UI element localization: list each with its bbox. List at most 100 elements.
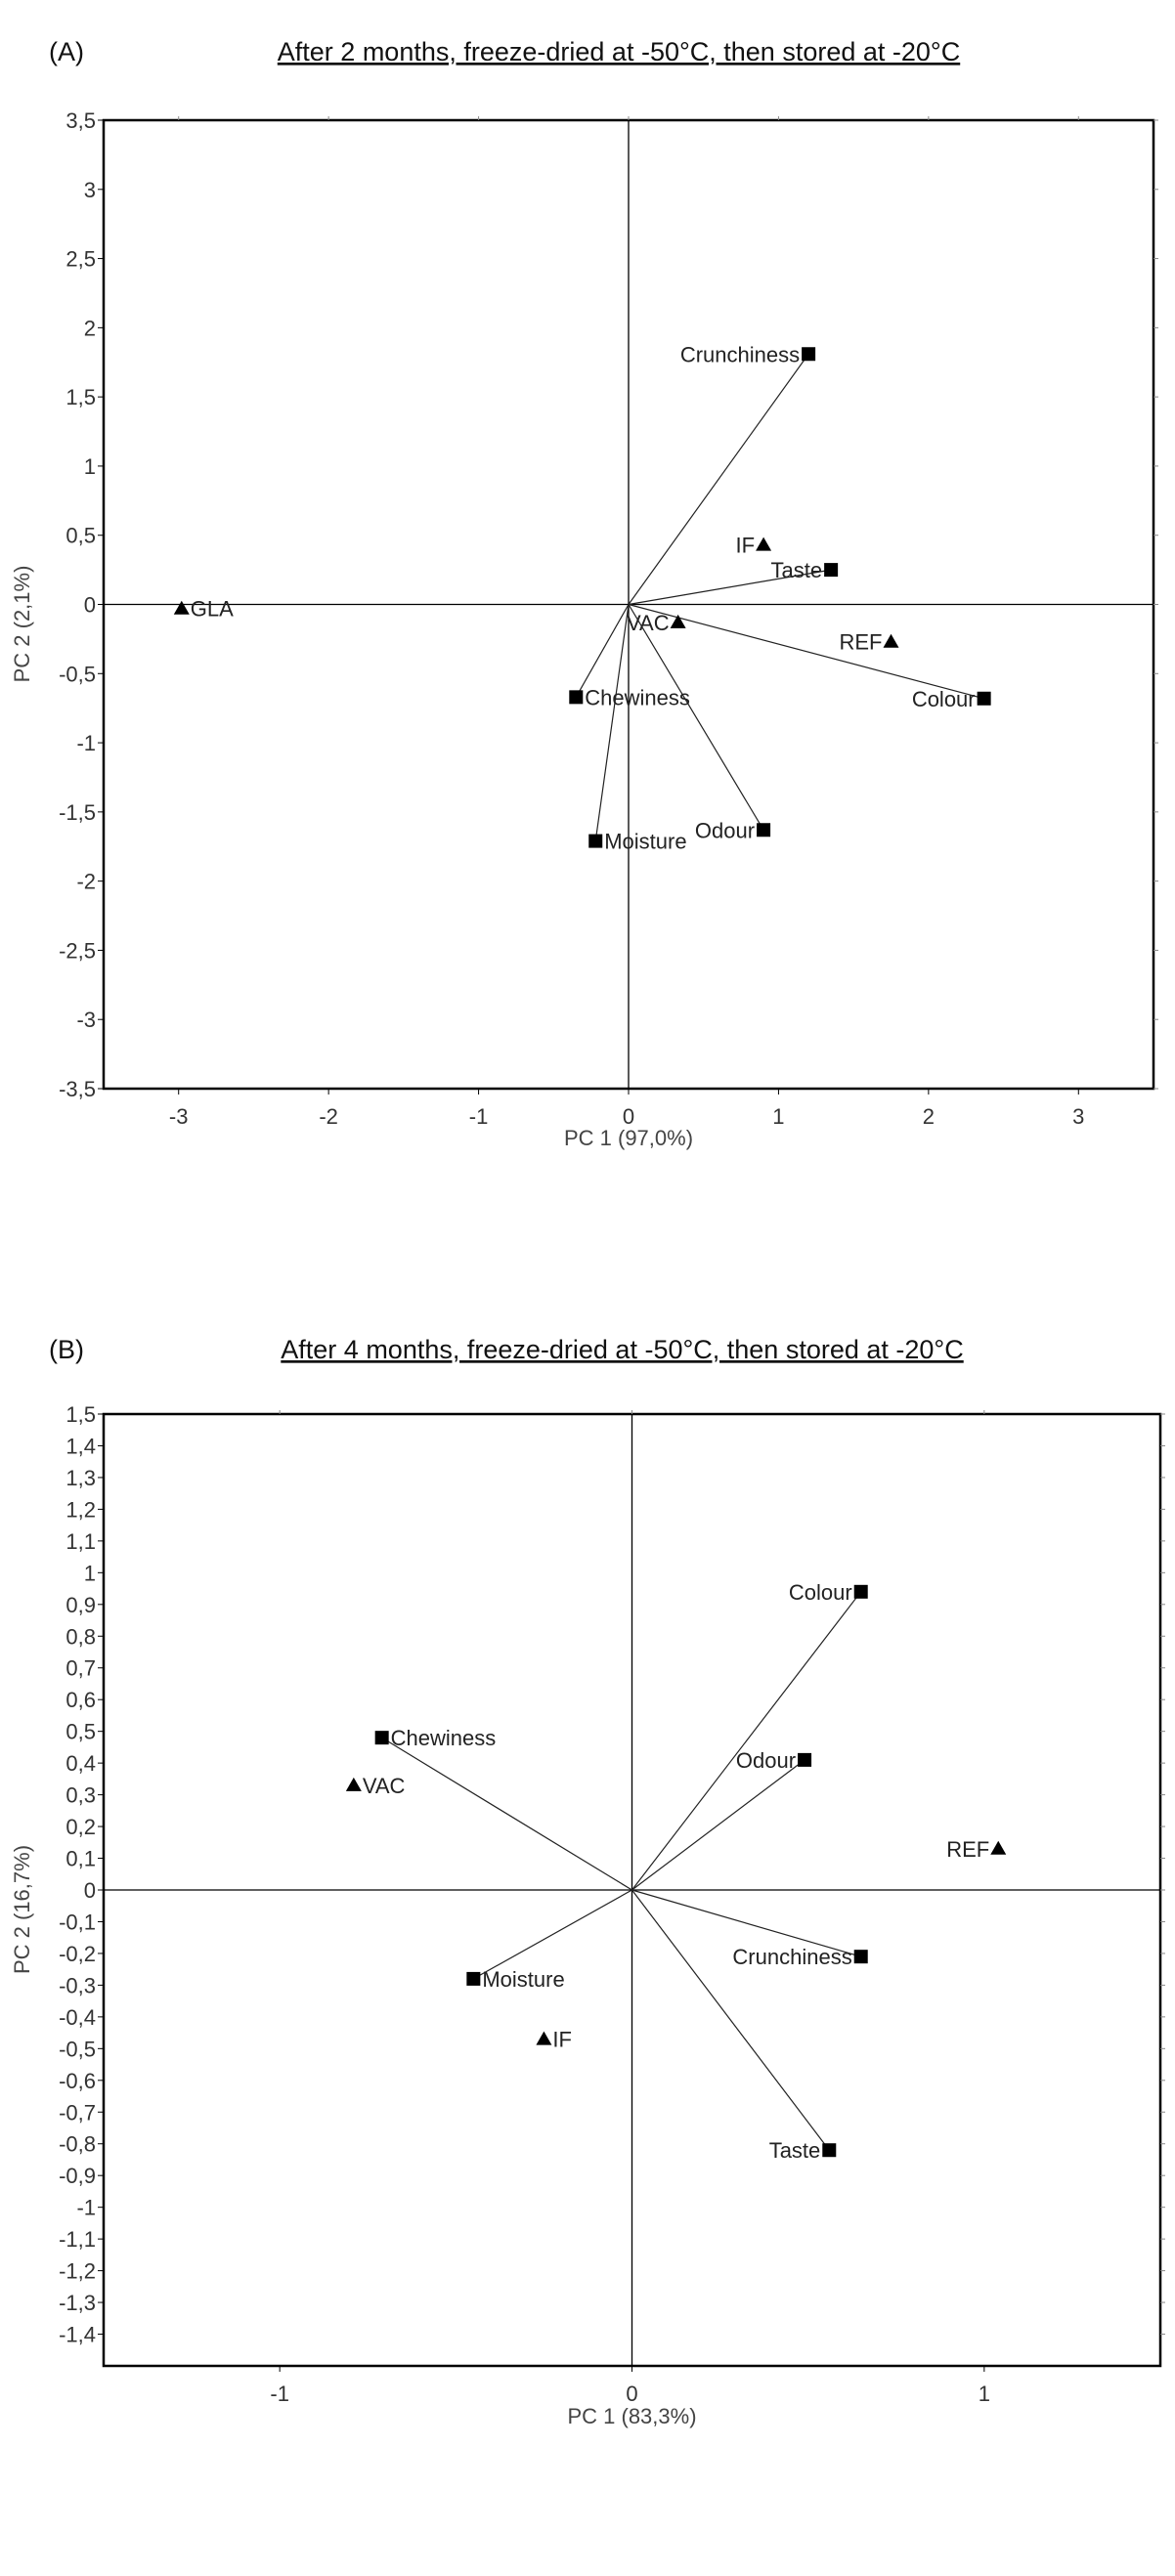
point-label-odour: Odour (695, 818, 755, 842)
y-tick-label: 1,2 (65, 1497, 96, 1522)
marker-odour (798, 1752, 812, 1767)
marker-odour (757, 823, 771, 837)
vector-crunchiness (631, 1889, 861, 1957)
point-label-moisture: Moisture (604, 830, 686, 854)
point-label-odour: Odour (736, 1748, 796, 1773)
x-tick-label: 0 (623, 1104, 634, 1129)
marker-colour (977, 691, 991, 706)
y-tick-label: -0,8 (59, 2132, 96, 2157)
y-tick-label: 0,5 (65, 524, 96, 548)
marker-moisture (588, 834, 603, 848)
y-tick-label: 0,8 (65, 1624, 96, 1649)
marker-vac (670, 614, 686, 628)
marker-taste (824, 563, 839, 578)
y-tick-label: 3,5 (65, 108, 96, 133)
y-tick-label: -2 (76, 870, 96, 894)
y-tick-label: -1,1 (59, 2227, 96, 2252)
point-label-crunchiness: Crunchiness (680, 342, 800, 366)
marker-crunchiness (802, 347, 816, 362)
vector-chewiness (381, 1737, 632, 1891)
vector-moisture (473, 1889, 632, 1980)
y-tick-label: -1,5 (59, 800, 96, 825)
y-tick-label: 0,3 (65, 1783, 96, 1808)
marker-ref (990, 1840, 1007, 1855)
y-tick-label: -0,3 (59, 1973, 96, 1997)
y-tick-label: 2 (84, 316, 96, 340)
vector-crunchiness (628, 353, 809, 605)
chart-title: After 2 months, freeze-dried at -50°C, t… (278, 37, 960, 66)
y-tick-label: 1,4 (65, 1434, 96, 1458)
marker-ref (883, 633, 899, 648)
point-label-vac: VAC (627, 611, 670, 635)
y-tick-label: 0,5 (65, 1720, 96, 1744)
point-label-ref: REF (946, 1837, 989, 1862)
x-tick-label: -1 (270, 2382, 289, 2406)
point-label-vac: VAC (363, 1774, 406, 1798)
y-tick-label: -0,5 (59, 2037, 96, 2061)
y-tick-label: 2,5 (65, 247, 96, 272)
y-tick-label: 1,5 (65, 385, 96, 409)
point-label-chewiness: Chewiness (391, 1726, 497, 1750)
x-tick-label: -2 (319, 1104, 338, 1129)
x-tick-label: -1 (469, 1104, 489, 1129)
x-tick-label: 1 (772, 1104, 784, 1129)
y-tick-label: 0 (84, 1878, 96, 1903)
y-tick-label: 0,2 (65, 1815, 96, 1839)
y-tick-label: 0,6 (65, 1688, 96, 1712)
vector-odour (631, 1759, 805, 1891)
y-tick-label: 1,5 (65, 1402, 96, 1427)
marker-if (536, 2031, 552, 2045)
chart-title: After 4 months, freeze-dried at -50°C, t… (281, 1335, 963, 1364)
y-tick-label: 0,9 (65, 1593, 96, 1617)
y-tick-label: -0,6 (59, 2069, 96, 2093)
y-tick-label: 0,1 (65, 1847, 96, 1871)
x-axis-label: PC 1 (83,3%) (567, 2404, 696, 2428)
x-axis-label: PC 1 (97,0%) (564, 1126, 693, 1150)
vector-odour (628, 604, 764, 831)
vector-chewiness (575, 604, 630, 698)
point-label-crunchiness: Crunchiness (732, 1945, 851, 1969)
x-tick-label: -3 (169, 1104, 189, 1129)
y-tick-label: -0,4 (59, 2005, 96, 2030)
marker-vac (345, 1777, 362, 1791)
chart-b: (B) After 4 months, freeze-dried at -50°C… (10, 1335, 1165, 2428)
y-tick-label: 1,3 (65, 1466, 96, 1490)
marker-taste (822, 2143, 837, 2158)
y-tick-label: -1 (76, 731, 96, 755)
y-axis-label: PC 2 (16,7%) (10, 1845, 34, 1974)
x-tick-label: 3 (1072, 1104, 1084, 1129)
point-label-ref: REF (840, 630, 883, 655)
y-tick-label: -0,2 (59, 1942, 96, 1966)
vector-taste (631, 1889, 830, 2151)
y-tick-label: 1 (84, 454, 96, 479)
y-tick-label: 0,7 (65, 1656, 96, 1681)
panel-label: (B) (49, 1335, 84, 1364)
point-label-colour: Colour (789, 1580, 852, 1605)
marker-chewiness (569, 690, 584, 705)
y-tick-label: 3 (84, 178, 96, 202)
x-tick-label: 0 (626, 2382, 637, 2406)
point-label-gla: GLA (191, 597, 234, 622)
point-label-if: IF (736, 534, 756, 558)
marker-gla (173, 600, 190, 615)
marker-chewiness (374, 1731, 389, 1745)
vector-colour (631, 1591, 862, 1891)
chart-a: (A) After 2 months, freeze-dried at -50°C… (10, 37, 1158, 1150)
vector-colour (628, 603, 984, 700)
y-tick-label: -3 (76, 1008, 96, 1032)
y-tick-label: -0,7 (59, 2100, 96, 2125)
y-tick-label: -0,1 (59, 1910, 96, 1934)
point-label-if: IF (552, 2028, 572, 2052)
y-tick-label: -0,9 (59, 2164, 96, 2188)
point-label-chewiness: Chewiness (585, 685, 690, 709)
x-tick-label: 2 (923, 1104, 935, 1129)
y-tick-label: 1,1 (65, 1529, 96, 1554)
y-tick-label: 0 (84, 593, 96, 618)
marker-colour (853, 1584, 868, 1599)
y-axis-label: PC 2 (2,1%) (10, 566, 34, 683)
y-tick-label: -2,5 (59, 938, 96, 963)
point-label-colour: Colour (912, 687, 976, 711)
x-tick-label: 1 (979, 2382, 990, 2406)
vector-moisture (594, 604, 630, 841)
